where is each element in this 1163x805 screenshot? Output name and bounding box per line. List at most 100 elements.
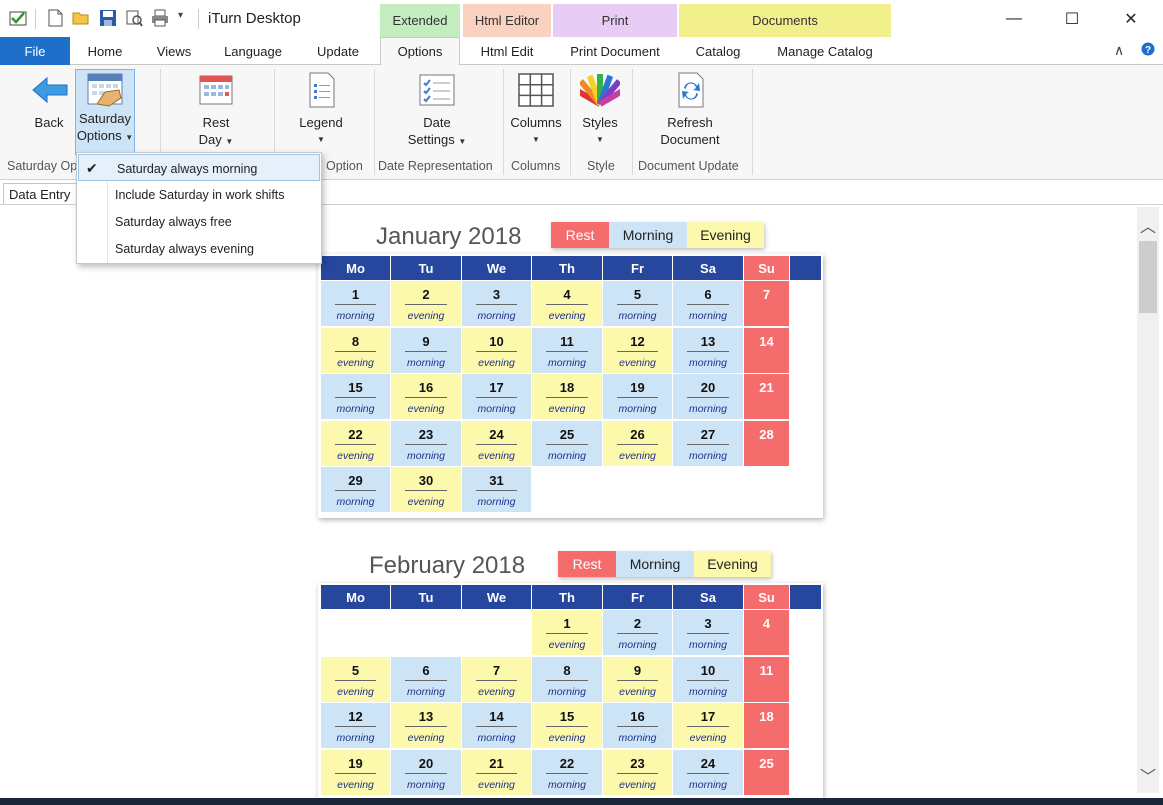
open-folder-icon[interactable] [72, 9, 90, 27]
calendar-day-cell[interactable]: 7 evening [462, 656, 531, 702]
menu-item-saturday-always-evening[interactable]: Saturday always evening [77, 235, 321, 262]
quick-access-dropdown-icon[interactable]: ▾ [178, 10, 184, 21]
calendar-day-cell[interactable]: 14 morning [462, 703, 531, 749]
calendar-day-cell[interactable]: 2 evening [391, 281, 461, 326]
tab-options[interactable]: Options [380, 37, 460, 66]
save-icon[interactable] [99, 9, 117, 27]
calendar-day-cell[interactable]: 7 [744, 281, 789, 326]
calendar-day-cell[interactable]: 11 [744, 656, 789, 702]
calendar-day-cell[interactable]: 24 morning [673, 749, 743, 795]
maximize-button[interactable]: ☐ [1064, 10, 1080, 28]
calendar-day-cell[interactable]: 26 evening [603, 420, 672, 466]
calendar-day-cell[interactable]: 20 morning [391, 749, 461, 795]
calendar-day-cell[interactable]: 1 morning [321, 281, 390, 326]
calendar-day-cell[interactable]: 6 morning [391, 656, 461, 702]
calendar-day-cell[interactable]: 22 morning [532, 749, 602, 795]
legend-button[interactable]: Legend ▼ [292, 70, 350, 148]
day-number: 11 [759, 662, 774, 678]
tab-manage-catalog[interactable]: Manage Catalog [777, 43, 873, 59]
calendar-day-cell[interactable]: 23 morning [391, 420, 461, 466]
calendar-day-cell[interactable]: 29 morning [321, 467, 390, 513]
calendar-day-cell[interactable]: 18 [744, 703, 789, 749]
refresh-document-button[interactable]: Refresh Document [654, 70, 726, 148]
calendar-day-cell[interactable]: 1 evening [532, 610, 602, 655]
calendar-day-cell[interactable]: 8 evening [321, 327, 390, 373]
menu-item-label: Saturday always evening [115, 242, 254, 256]
calendar-day-cell[interactable]: 30 evening [391, 467, 461, 513]
calendar-day-cell[interactable]: 18 evening [532, 374, 602, 420]
back-label: Back [34, 115, 64, 130]
calendar-day-cell[interactable]: 9 morning [391, 327, 461, 373]
calendar-day-cell[interactable]: 3 morning [673, 610, 743, 655]
calendar-day-cell[interactable]: 19 evening [321, 749, 390, 795]
calendar-day-cell[interactable]: 10 morning [673, 656, 743, 702]
calendar-day-cell[interactable]: 2 morning [603, 610, 672, 655]
styles-button[interactable]: Styles ▼ [576, 70, 624, 148]
calendar-day-cell[interactable]: 31 morning [462, 467, 531, 513]
calendar-day-cell[interactable]: 12 evening [603, 327, 672, 373]
ribbon-separator [374, 69, 375, 175]
tab-html-edit[interactable]: Html Edit [480, 43, 534, 59]
calendar-day-cell[interactable]: 25 morning [532, 420, 602, 466]
calendar-day-cell[interactable]: 19 morning [603, 374, 672, 420]
calendar-day-cell[interactable]: 14 [744, 327, 789, 373]
calendar-day-cell[interactable]: 16 morning [603, 703, 672, 749]
print-preview-icon[interactable] [125, 9, 143, 27]
columns-button[interactable]: Columns ▼ [508, 70, 564, 148]
calendar-day-cell[interactable]: 22 evening [321, 420, 390, 466]
calendar-day-cell[interactable]: 10 evening [462, 327, 531, 373]
tab-catalog[interactable]: Catalog [695, 43, 741, 59]
day-number: 19 [348, 755, 363, 771]
tab-language[interactable]: Language [224, 43, 282, 59]
date-settings-button[interactable]: Date Settings ▼ [404, 70, 470, 150]
calendar-day-cell[interactable]: 24 evening [462, 420, 531, 466]
tab-views[interactable]: Views [156, 43, 192, 59]
calendar-day-cell[interactable]: 3 morning [462, 281, 531, 326]
calendar-day-cell[interactable]: 21 [744, 374, 789, 420]
print-icon[interactable] [151, 9, 169, 27]
calendar-day-cell[interactable]: 4 [744, 610, 789, 655]
calendar-day-cell[interactable]: 20 morning [673, 374, 743, 420]
calendar-day-cell[interactable]: 6 morning [673, 281, 743, 326]
scroll-up-icon[interactable]: ︿ [1139, 219, 1156, 236]
calendar-day-cell[interactable]: 27 morning [673, 420, 743, 466]
calendar-day-cell[interactable]: 5 morning [603, 281, 672, 326]
calendar-day-cell[interactable]: 12 morning [321, 703, 390, 749]
tab-home[interactable]: Home [87, 43, 123, 59]
minimize-button[interactable]: — [1006, 9, 1022, 27]
calendar-day-cell[interactable]: 4 evening [532, 281, 602, 326]
calendar-day-cell[interactable]: 25 [744, 749, 789, 795]
calendar-day-cell[interactable]: 23 evening [603, 749, 672, 795]
scroll-thumb[interactable] [1139, 241, 1157, 313]
help-icon[interactable]: ? [1141, 41, 1155, 57]
menu-item-saturday-always-morning[interactable]: ✔ Saturday always morning [78, 154, 320, 181]
calendar-day-cell[interactable]: 17 evening [673, 703, 743, 749]
tab-update[interactable]: Update [317, 43, 359, 59]
scroll-down-icon[interactable]: ﹀ [1139, 769, 1156, 786]
calendar-day-cell[interactable]: 15 morning [321, 374, 390, 420]
calendar-day-cell[interactable]: 13 morning [673, 327, 743, 373]
calendar-day-cell[interactable]: 17 morning [462, 374, 531, 420]
calendar-day-cell[interactable]: 5 evening [321, 656, 390, 702]
vertical-scrollbar[interactable]: ︿ ﹀ [1137, 207, 1159, 793]
close-button[interactable]: ✕ [1124, 10, 1138, 28]
day-number: 25 [759, 755, 774, 771]
calendar-day-cell[interactable]: 15 evening [532, 703, 602, 749]
menu-item-include-saturday-in-work-shifts[interactable]: Include Saturday in work shifts [77, 181, 321, 208]
calendar-day-cell[interactable]: 21 evening [462, 749, 531, 795]
collapse-ribbon-icon[interactable]: ∧ [1114, 42, 1125, 58]
calendar-day-cell[interactable]: 16 evening [391, 374, 461, 420]
calendar-day-cell[interactable]: 13 evening [391, 703, 461, 749]
saturday-options-button[interactable]: Saturday Options ▼ [75, 70, 135, 146]
new-document-icon[interactable] [46, 9, 64, 27]
tab-print-document[interactable]: Print Document [570, 43, 660, 59]
tab-file[interactable]: File [0, 37, 70, 65]
rest-day-button[interactable]: Rest Day ▼ [186, 70, 246, 150]
menu-item-saturday-always-free[interactable]: Saturday always free [77, 208, 321, 235]
calendar-day-cell[interactable]: 9 evening [603, 656, 672, 702]
calendar-day-cell[interactable]: 11 morning [532, 327, 602, 373]
document-tab-data-entry[interactable]: Data Entry [3, 183, 77, 204]
calendar-day-cell[interactable]: 28 [744, 420, 789, 466]
back-button[interactable]: Back [26, 70, 72, 131]
calendar-day-cell[interactable]: 8 morning [532, 656, 602, 702]
